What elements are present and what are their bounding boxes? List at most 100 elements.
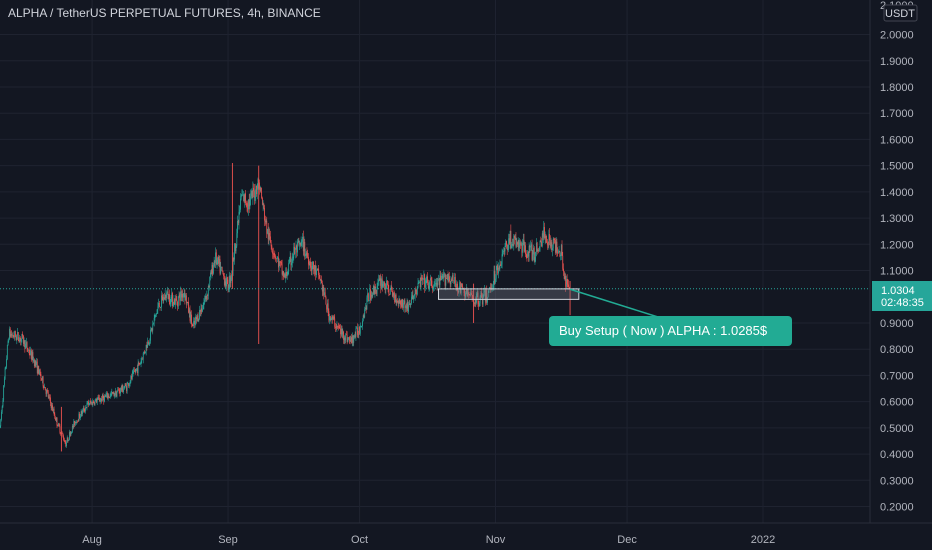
candle-body xyxy=(330,318,332,321)
candle-body xyxy=(215,252,217,265)
candle-body xyxy=(141,358,143,362)
candle-body xyxy=(503,250,505,252)
candle-body xyxy=(538,249,540,251)
candle-body xyxy=(441,275,442,281)
candle-body xyxy=(95,398,97,401)
candle-body xyxy=(17,331,18,336)
candle-body xyxy=(30,350,32,355)
candle-body xyxy=(470,293,472,295)
candle-body xyxy=(510,230,512,249)
candle-body xyxy=(517,242,518,245)
candle-body xyxy=(25,343,26,349)
candle-body xyxy=(521,244,523,253)
candle-body xyxy=(317,268,319,270)
candle-body xyxy=(446,274,448,279)
candle-body xyxy=(435,283,436,285)
candle-body xyxy=(82,409,83,414)
candle-body xyxy=(418,282,420,284)
candle-body xyxy=(303,241,305,252)
candle-body xyxy=(411,294,413,297)
candle-body xyxy=(385,288,387,290)
candle-body xyxy=(560,245,562,255)
candle-body xyxy=(461,283,463,286)
candle-body xyxy=(133,370,135,372)
candle-body xyxy=(202,305,204,310)
candle-body xyxy=(283,274,285,278)
candle-body xyxy=(367,293,369,301)
candle-body xyxy=(565,279,567,287)
candle-body xyxy=(257,179,259,189)
candle-body xyxy=(148,342,150,344)
candle-body xyxy=(548,234,550,246)
currency-badge[interactable] xyxy=(883,4,918,22)
candle-body xyxy=(216,259,218,265)
candle-body xyxy=(462,285,464,289)
candle-body xyxy=(544,236,546,239)
candle-body xyxy=(338,326,340,329)
candle-body xyxy=(34,360,36,367)
candle-body xyxy=(33,359,35,362)
candle-body xyxy=(112,391,114,394)
candle-body xyxy=(98,397,100,402)
candle-body xyxy=(552,239,554,249)
candle-body xyxy=(92,401,94,406)
candle-body xyxy=(96,399,98,403)
candle-body xyxy=(234,243,236,251)
candle-body xyxy=(313,269,315,271)
candle-body xyxy=(209,276,211,287)
candle-body xyxy=(296,245,298,253)
candle-body xyxy=(128,383,130,387)
candle-body xyxy=(65,442,67,447)
candle-body xyxy=(525,245,526,255)
candle-body xyxy=(267,228,269,240)
candle-body xyxy=(165,294,167,298)
candle-body xyxy=(504,246,506,252)
candle-body xyxy=(122,385,124,393)
candle-body xyxy=(481,292,483,298)
candle-body xyxy=(350,337,352,341)
candle-body xyxy=(215,252,216,263)
candle-body xyxy=(60,432,62,434)
candle-body xyxy=(450,279,452,285)
candle-body xyxy=(80,411,82,417)
candle-body xyxy=(547,244,549,246)
candle-body xyxy=(335,327,337,329)
candle-body xyxy=(363,315,365,318)
candle-body xyxy=(291,258,293,263)
candle-body xyxy=(201,308,203,312)
candle-body xyxy=(367,293,369,298)
candle-body xyxy=(236,233,238,247)
candle-body xyxy=(379,278,381,281)
candle-body xyxy=(492,285,494,289)
candle-body xyxy=(193,320,195,326)
candle-body xyxy=(207,294,208,296)
candle-body xyxy=(442,275,444,279)
candle-body xyxy=(219,259,221,274)
candle-body xyxy=(121,385,123,391)
candle-body xyxy=(299,242,301,245)
candle-body xyxy=(166,292,168,298)
candle-body xyxy=(138,362,140,364)
candle-body xyxy=(318,275,320,279)
candle-body xyxy=(329,316,331,321)
candle-body xyxy=(555,241,557,253)
candle-body xyxy=(15,336,17,341)
candle-body xyxy=(252,187,254,199)
candle-body xyxy=(124,384,126,388)
candle-body xyxy=(66,437,68,443)
candle-body xyxy=(168,294,170,299)
candle-body xyxy=(12,334,13,336)
candle-body xyxy=(107,395,109,399)
candle-body xyxy=(313,261,314,270)
candle-body xyxy=(369,289,371,301)
candle-body xyxy=(213,261,215,266)
candle-body xyxy=(58,423,60,427)
candle-body xyxy=(295,245,297,249)
candle-body xyxy=(337,325,339,327)
candle-body xyxy=(468,294,470,296)
candle-body xyxy=(82,407,84,410)
candle-body xyxy=(362,321,363,327)
x-axis[interactable]: Aug Sep Oct Nov Dec 2022 xyxy=(0,522,932,546)
candle-body xyxy=(264,220,266,222)
